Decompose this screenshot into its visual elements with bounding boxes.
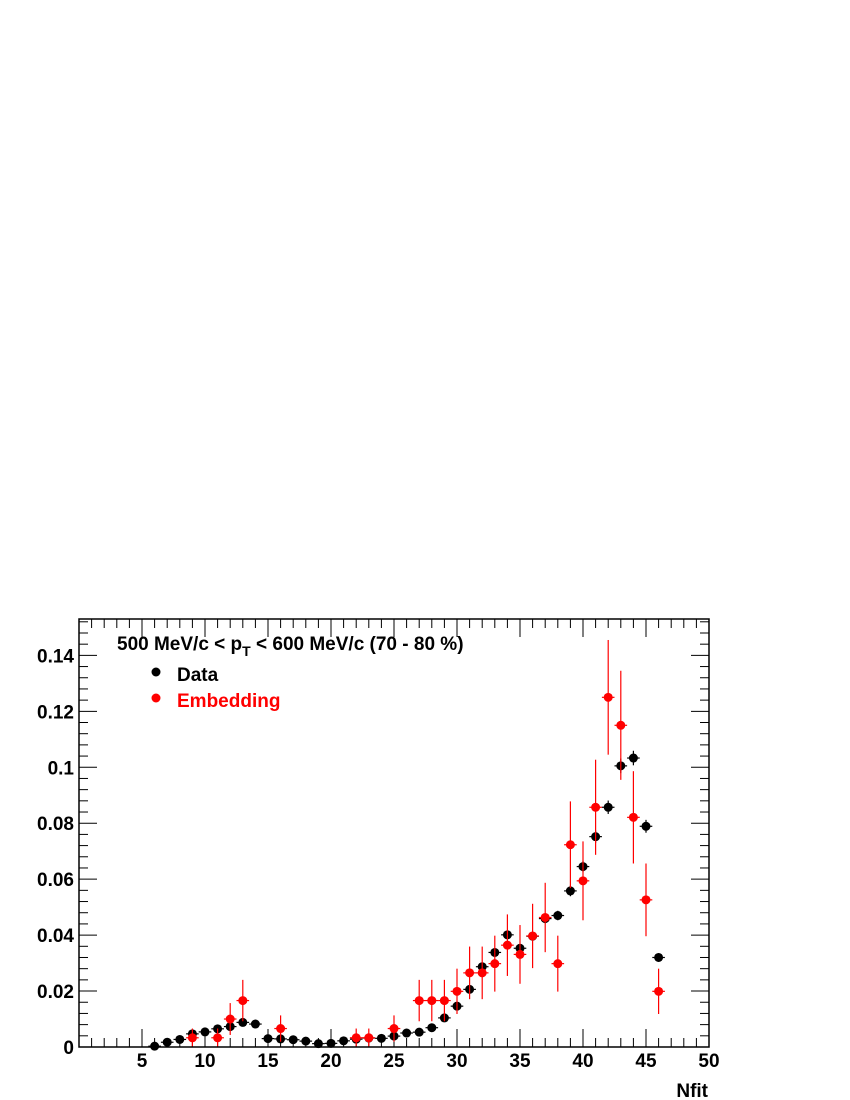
x-tick-label: 5 bbox=[137, 1051, 148, 1072]
data-point bbox=[263, 1034, 273, 1044]
data-point bbox=[603, 802, 613, 812]
data-point bbox=[150, 1041, 160, 1051]
legend-label-data: Data bbox=[177, 665, 219, 686]
legend-label-embedding: Embedding bbox=[177, 691, 280, 712]
data-point bbox=[389, 1024, 399, 1034]
chart-title: 500 MeV/c < pT < 600 MeV/c (70 - 80 %) bbox=[117, 634, 464, 659]
data-point bbox=[238, 1017, 248, 1027]
data-point bbox=[301, 1036, 311, 1046]
data-point bbox=[238, 996, 248, 1006]
data-point bbox=[502, 940, 512, 950]
data-point bbox=[339, 1036, 349, 1046]
plot-frame bbox=[78, 618, 710, 1048]
data-point bbox=[616, 720, 626, 730]
data-point bbox=[553, 959, 563, 969]
y-tick-label: 0 bbox=[63, 1038, 74, 1059]
data-point bbox=[565, 886, 575, 896]
legend-marker-embedding bbox=[151, 693, 161, 703]
data-point bbox=[376, 1033, 386, 1043]
y-tick-label: 0.02 bbox=[37, 982, 74, 1003]
data-point bbox=[414, 996, 424, 1006]
data-point bbox=[213, 1033, 223, 1043]
data-point bbox=[540, 912, 550, 922]
data-point bbox=[200, 1027, 210, 1037]
y-tick-label: 0.08 bbox=[37, 814, 74, 835]
x-tick-label: 35 bbox=[509, 1051, 531, 1072]
x-tick-label: 30 bbox=[446, 1051, 467, 1072]
data-point bbox=[565, 840, 575, 850]
y-tick-label: 0.04 bbox=[37, 926, 74, 947]
data-point bbox=[276, 1024, 286, 1034]
data-point bbox=[553, 911, 563, 921]
chart-title-rest: < 600 MeV/c (70 - 80 %) bbox=[251, 634, 464, 655]
chart-title-subscript: T bbox=[242, 643, 251, 659]
y-tick-label: 0.1 bbox=[48, 758, 75, 779]
data-point bbox=[591, 802, 601, 812]
data-point bbox=[628, 812, 638, 822]
data-points bbox=[148, 639, 665, 1051]
chart-title-main: 500 MeV/c < p bbox=[117, 634, 242, 655]
data-point bbox=[641, 821, 651, 831]
data-point bbox=[250, 1019, 260, 1029]
data-point bbox=[452, 986, 462, 996]
y-tick-label: 0.12 bbox=[37, 702, 74, 723]
data-point bbox=[225, 1014, 235, 1024]
legend: Data Embedding bbox=[151, 665, 280, 712]
data-point bbox=[402, 1028, 412, 1038]
series-data bbox=[148, 750, 665, 1051]
y-tick-label: 0.06 bbox=[37, 870, 74, 891]
data-point bbox=[490, 959, 500, 969]
x-tick-label: 45 bbox=[635, 1051, 657, 1072]
data-point bbox=[439, 996, 449, 1006]
data-point bbox=[162, 1037, 172, 1047]
data-point bbox=[515, 949, 525, 959]
x-tick-label: 20 bbox=[320, 1051, 341, 1072]
data-point bbox=[477, 968, 487, 978]
x-tick-label: 50 bbox=[698, 1051, 719, 1072]
data-point bbox=[313, 1039, 323, 1049]
legend-marker-data bbox=[151, 667, 161, 677]
x-axis-title: Nfit bbox=[676, 1081, 708, 1100]
data-point bbox=[187, 1033, 197, 1043]
x-tick-label: 40 bbox=[572, 1051, 593, 1072]
x-tick-label: 25 bbox=[383, 1051, 405, 1072]
data-point bbox=[175, 1034, 185, 1044]
data-point bbox=[427, 996, 437, 1006]
data-point bbox=[528, 931, 538, 941]
data-point bbox=[628, 753, 638, 763]
data-point bbox=[414, 1027, 424, 1037]
data-point bbox=[578, 876, 588, 886]
data-point bbox=[364, 1033, 374, 1043]
data-point bbox=[654, 952, 664, 962]
data-point bbox=[465, 968, 475, 978]
x-tick-label: 15 bbox=[257, 1051, 279, 1072]
series-embedding bbox=[186, 639, 665, 1047]
data-point bbox=[288, 1035, 298, 1045]
y-tick-label: 0.14 bbox=[37, 646, 74, 667]
data-point bbox=[326, 1038, 336, 1048]
data-point bbox=[603, 692, 613, 702]
tick-labels: 5 10 15 20 25 30 35 40 45 50 0 0.02 0.04 0.06 0.08 0.1 0… bbox=[37, 646, 720, 1072]
data-point bbox=[351, 1033, 361, 1043]
x-tick-label: 10 bbox=[194, 1051, 215, 1072]
data-point bbox=[427, 1023, 437, 1033]
data-point bbox=[641, 895, 651, 905]
data-point bbox=[654, 986, 664, 996]
